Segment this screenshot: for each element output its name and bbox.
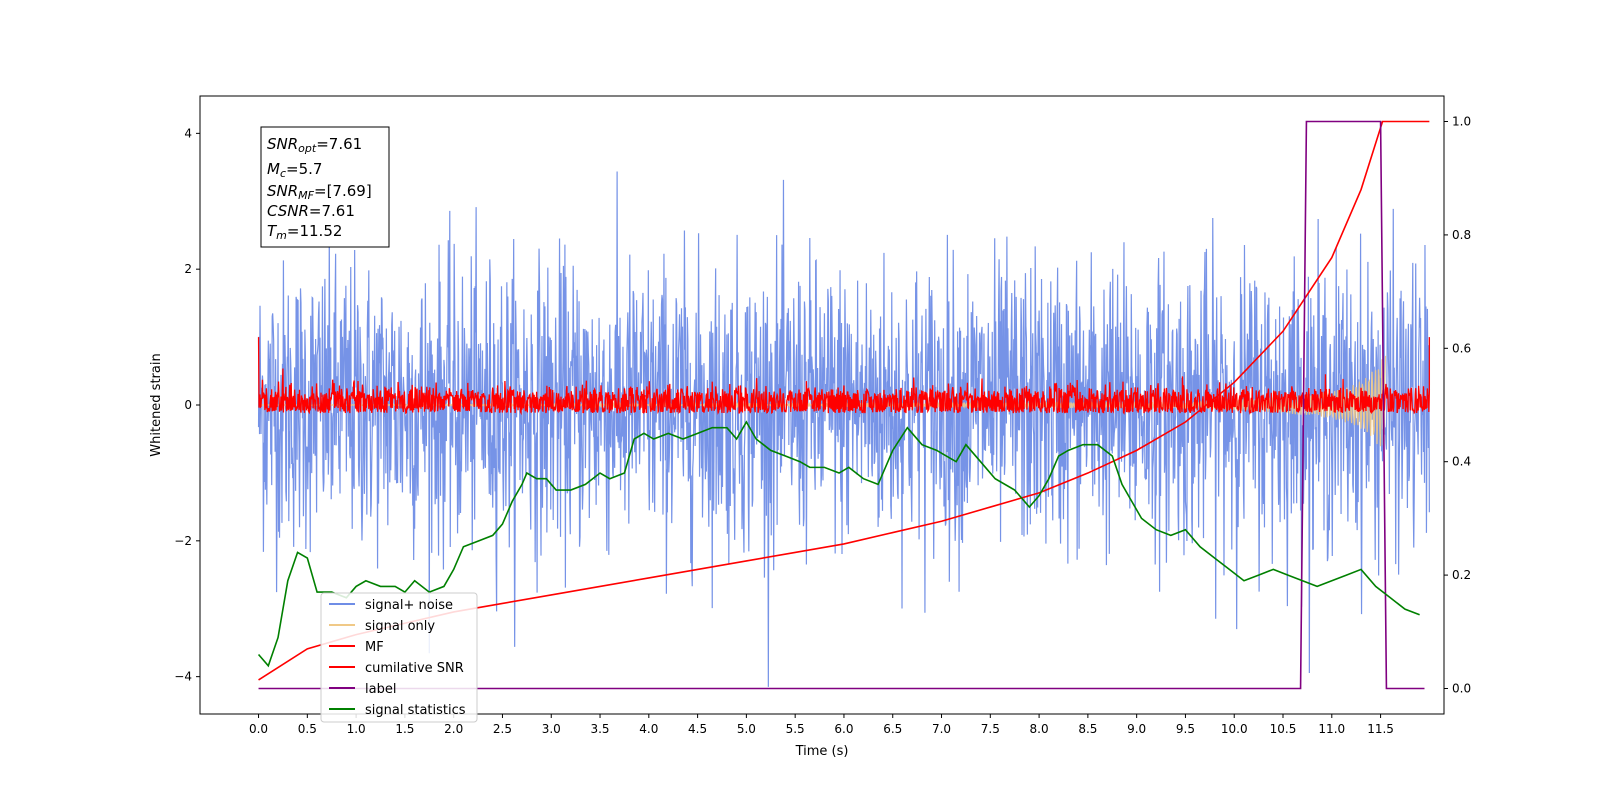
annotation-snr-opt: SNRopt=7.61: [267, 135, 362, 155]
signal-statistics-line: [257, 420, 1420, 668]
legend-item-signal-noise: signal+ noise: [329, 598, 453, 613]
legend-item-label: label: [329, 682, 396, 697]
y2-tick-label: 0.8: [1452, 228, 1471, 242]
x-axis-label: Time (s): [795, 744, 849, 759]
x-tick-label: 1.5: [395, 722, 414, 736]
svg-text:signal+ noise: signal+ noise: [365, 598, 453, 613]
legend-item-signal-only: signal only: [329, 619, 435, 634]
y-tick-label: 2: [184, 262, 192, 276]
x-tick-label: 10.0: [1221, 722, 1248, 736]
annotation-tm: Tm=11.52: [267, 222, 342, 242]
x-tick-label: 5.5: [786, 722, 805, 736]
x-tick-label: 4.0: [639, 722, 658, 736]
x-tick-label: 8.5: [1078, 722, 1097, 736]
svg-text:signal only: signal only: [365, 619, 435, 634]
x-tick-label: 7.5: [981, 722, 1000, 736]
y-tick-label: −4: [174, 670, 192, 684]
x-tick-label: 11.5: [1367, 722, 1394, 736]
y2-tick-label: 0.4: [1452, 455, 1471, 469]
legend-item-signal-statistics: signal statistics: [329, 703, 466, 718]
y-axis-ticks: 4 2 0 −2 −4: [174, 126, 200, 684]
label-line: [258, 120, 1425, 690]
legend: signal+ noise signal only MF cumilative …: [320, 592, 478, 723]
x-tick-label: 2.0: [444, 722, 463, 736]
y2-tick-label: 0.2: [1452, 568, 1471, 582]
x-tick-label: 1.0: [347, 722, 366, 736]
signal-statistics-series: [257, 420, 1420, 668]
x-tick-label: 6.0: [834, 722, 853, 736]
y2-axis-ticks: 1.0 0.8 0.6 0.4 0.2 0.0: [1444, 115, 1471, 695]
x-tick-label: 3.0: [542, 722, 561, 736]
x-tick-label: 0.0: [249, 722, 268, 736]
y2-tick-label: 0.6: [1452, 341, 1471, 355]
y-tick-label: −2: [174, 534, 192, 548]
mf-series: [257, 337, 1431, 416]
x-tick-label: 8.0: [1030, 722, 1049, 736]
x-tick-label: 9.5: [1176, 722, 1195, 736]
annotation-csnr: CSNR=7.61: [267, 202, 355, 220]
x-tick-label: 2.5: [493, 722, 512, 736]
x-tick-label: 9.0: [1127, 722, 1146, 736]
legend-item-cumulative-snr: cumilative SNR: [329, 661, 464, 676]
y-tick-label: 0: [184, 398, 192, 412]
y2-tick-label: 1.0: [1452, 115, 1471, 129]
mf-line: [257, 337, 1431, 416]
svg-text:MF: MF: [365, 640, 384, 655]
legend-item-mf: MF: [329, 640, 384, 655]
y-tick-label: 4: [184, 126, 192, 140]
x-tick-label: 5.0: [737, 722, 756, 736]
y-axis-label: Whitened strain: [149, 353, 164, 456]
annotation-box: SNRopt=7.61 Mc=5.7 SNRMF=[7.69] CSNR=7.6…: [260, 126, 390, 248]
x-tick-label: 7.0: [932, 722, 951, 736]
x-axis-ticks: 0.0 0.5 1.0 1.5 2.0 2.5 3.0 3.5 4.0 4.5 5.0 5.5 6.0 6…: [249, 714, 1394, 736]
y2-tick-label: 0.0: [1452, 681, 1471, 695]
x-tick-label: 11.0: [1318, 722, 1345, 736]
x-tick-label: 10.5: [1270, 722, 1297, 736]
annotation-mc: Mc=5.7: [267, 160, 322, 180]
svg-text:label: label: [365, 682, 396, 697]
svg-text:signal statistics: signal statistics: [365, 703, 466, 718]
annotation-snr-mf: SNRMF=[7.69]: [267, 182, 372, 202]
x-tick-label: 6.5: [883, 722, 902, 736]
x-tick-label: 0.5: [298, 722, 317, 736]
label-series: [258, 120, 1425, 690]
x-tick-label: 4.5: [688, 722, 707, 736]
svg-text:cumilative SNR: cumilative SNR: [365, 661, 464, 676]
x-tick-label: 3.5: [590, 722, 609, 736]
